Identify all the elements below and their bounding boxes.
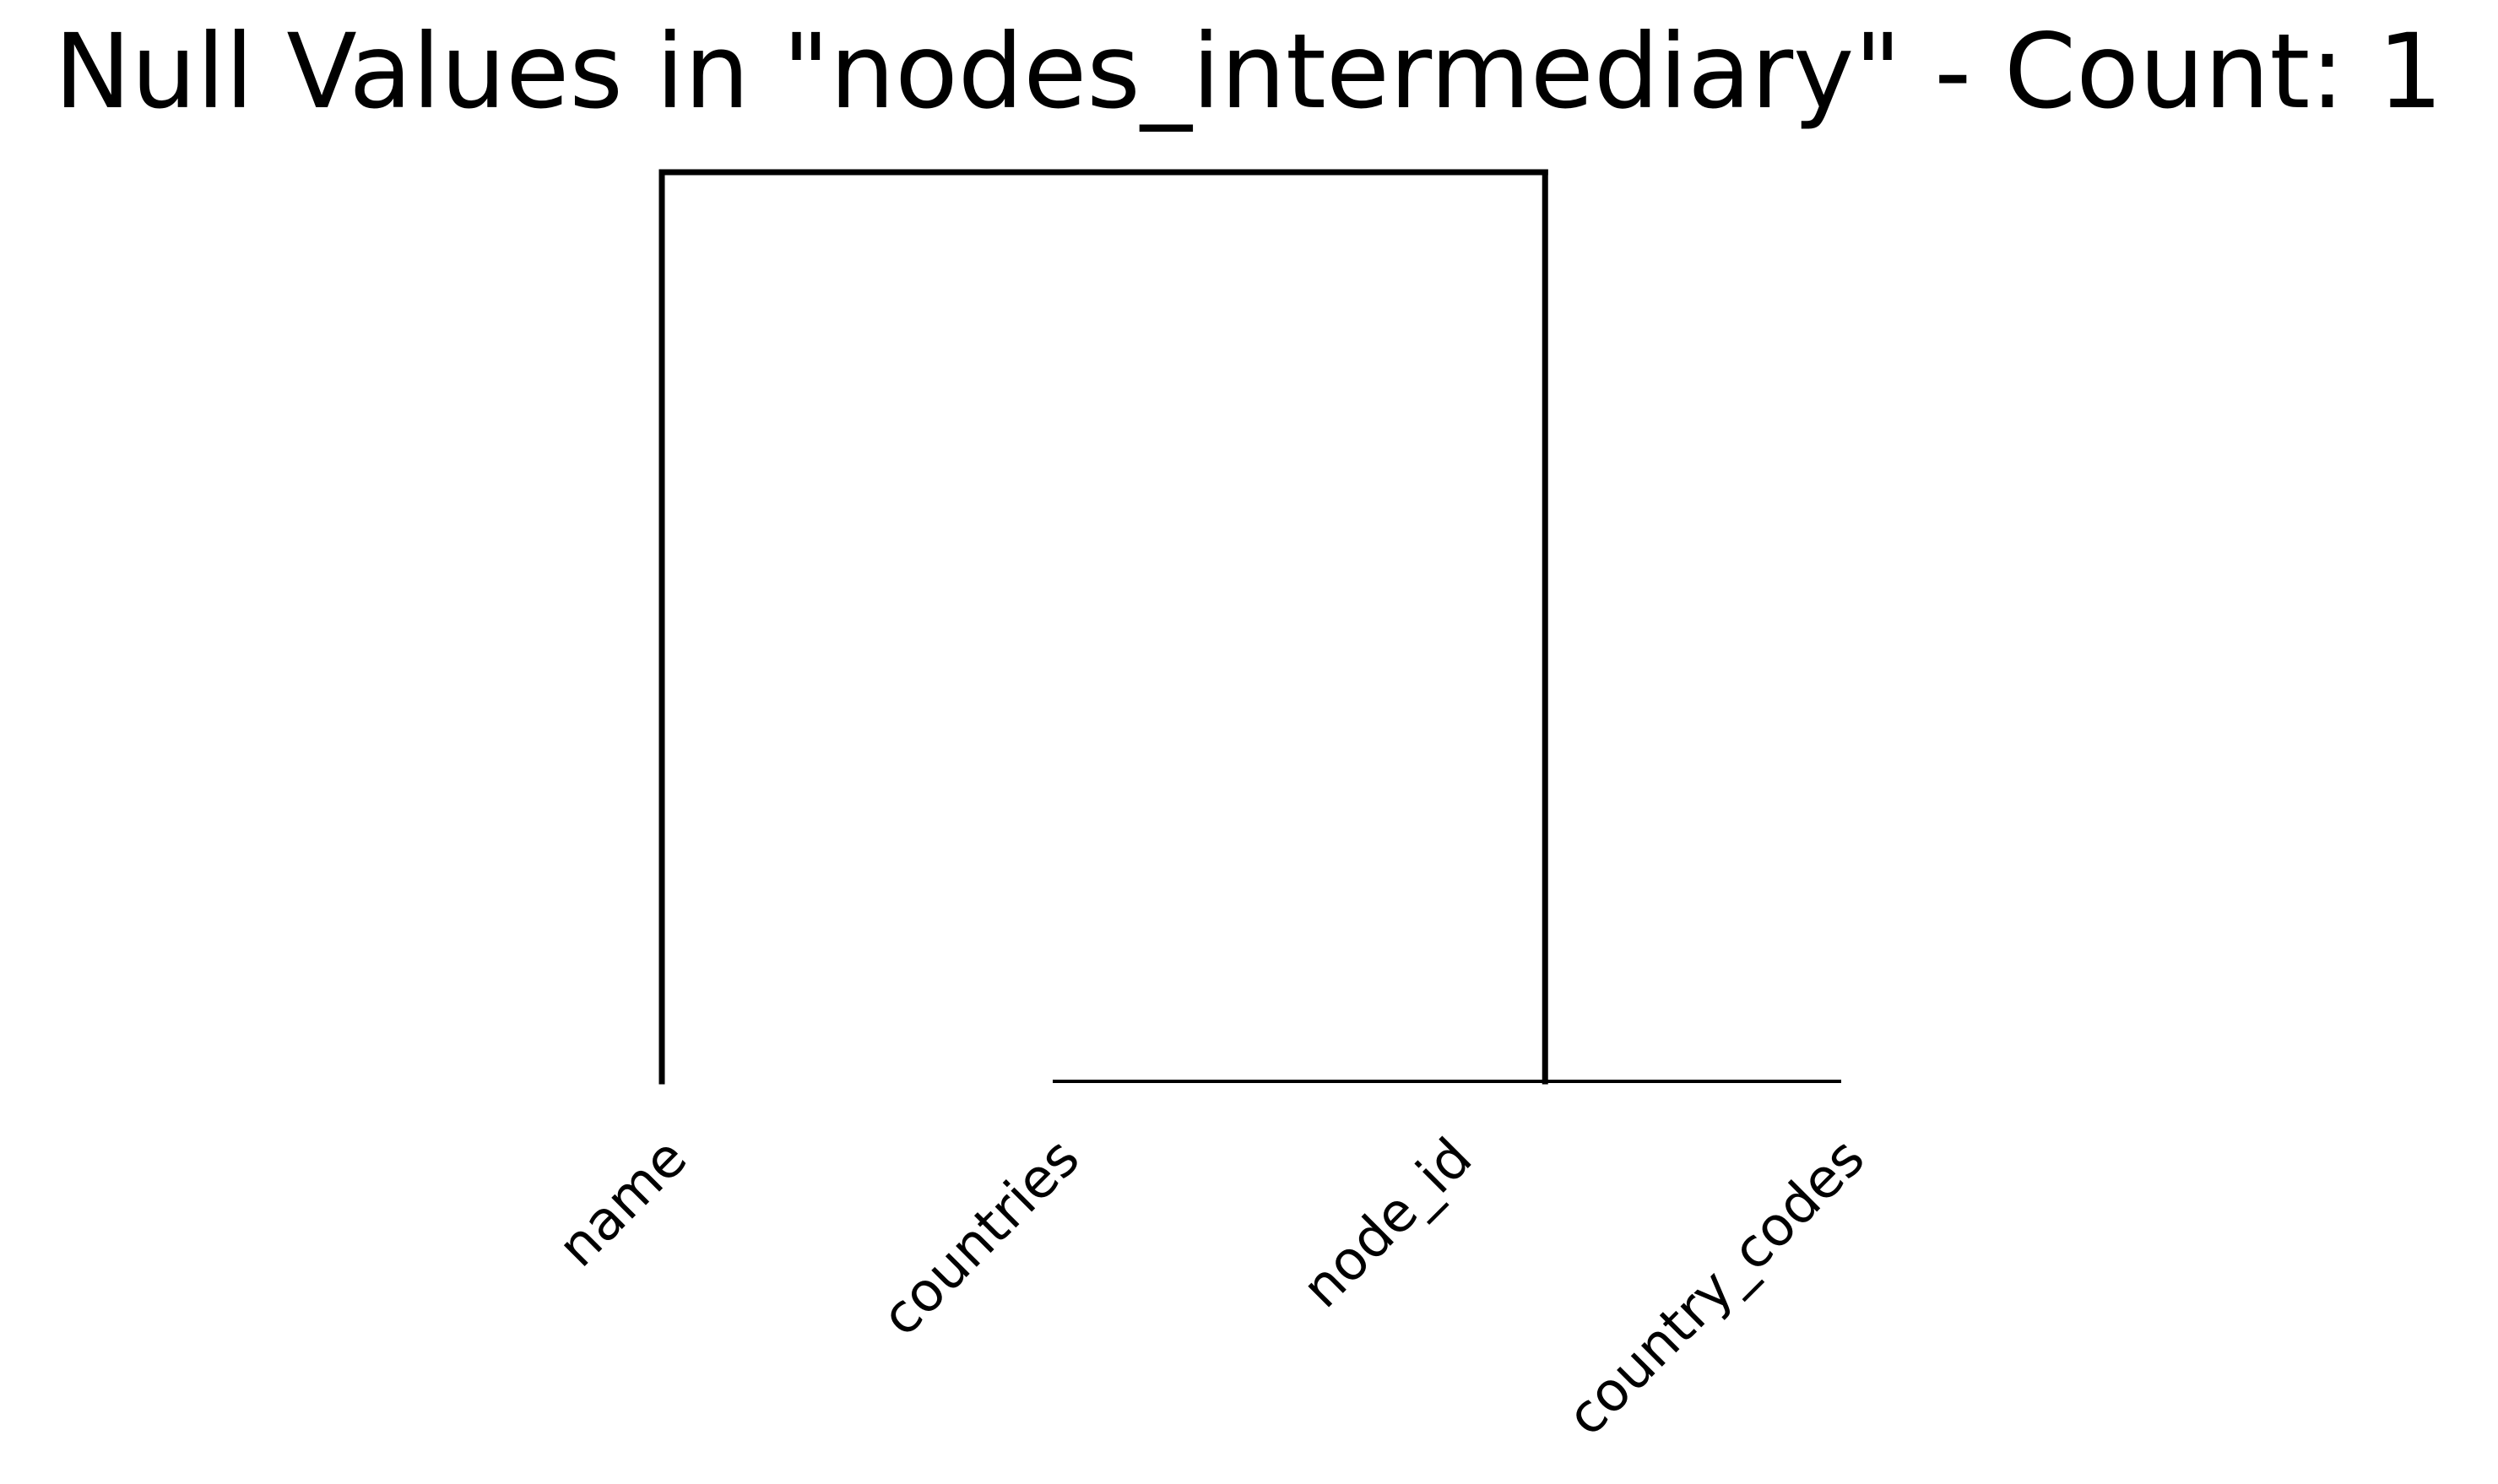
leaf-labels: name countries node_id country_codes [546, 1127, 1877, 1449]
chart-title: Null Values in "nodes_intermediary" - Co… [54, 12, 2443, 132]
dendrogram-links [658, 169, 1841, 1085]
leaf-label-countries: countries [870, 1127, 1092, 1349]
leaf-label-name: name [546, 1127, 699, 1280]
leaf-label-node-id: node_id [1291, 1127, 1484, 1320]
leaf-label-country-codes: country_codes [1555, 1127, 1877, 1449]
